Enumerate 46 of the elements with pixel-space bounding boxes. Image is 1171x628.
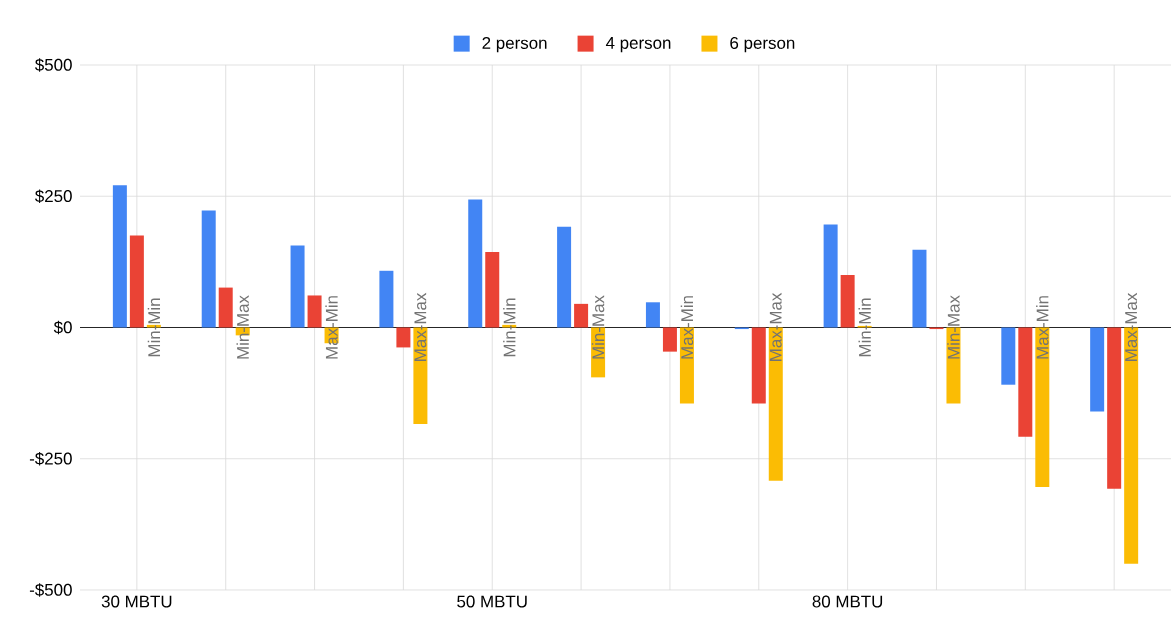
data-label: Min-Max <box>236 295 249 359</box>
bar <box>1001 327 1016 385</box>
y-tick-label: $0 <box>53 320 72 335</box>
data-label: Max-Min <box>325 296 338 359</box>
data-label: Max-Max <box>414 292 427 361</box>
legend-label: 4 person <box>605 37 671 53</box>
bar <box>1090 327 1105 412</box>
bar <box>218 287 233 328</box>
bar <box>840 274 855 328</box>
data-label: Max-Min <box>680 296 694 359</box>
bar <box>112 185 127 328</box>
legend-label: 2 person <box>482 36 547 53</box>
bar <box>1018 327 1033 437</box>
bar <box>1107 327 1122 489</box>
bar <box>645 302 660 328</box>
y-tick-label: -$250 <box>29 451 72 466</box>
data-label: Min-Max <box>947 295 960 359</box>
bar <box>396 327 411 348</box>
legend-label: 6 person <box>730 36 795 53</box>
data-label: Min-Max <box>591 295 605 359</box>
bar <box>823 224 838 328</box>
x-tick-label: 30 MBTU <box>101 595 172 608</box>
data-label: Max-Max <box>1125 292 1138 361</box>
data-label: Max-Min <box>1036 296 1049 359</box>
y-tick-label: $250 <box>35 189 72 204</box>
data-label: Min-Min <box>147 298 161 357</box>
bar <box>379 270 394 328</box>
y-tick-label: -$500 <box>29 583 72 597</box>
bar <box>307 295 322 328</box>
data-label: Min-Min <box>858 298 871 357</box>
data-label: Min-Min <box>503 298 516 357</box>
y-tick-label: $500 <box>35 58 72 72</box>
bar <box>751 327 766 404</box>
bar <box>468 199 483 328</box>
bar <box>290 245 305 328</box>
bar <box>235 327 250 336</box>
bar <box>912 249 927 328</box>
bar <box>201 210 216 328</box>
bar <box>485 251 500 328</box>
x-tick-label: 50 MBTU <box>457 595 527 608</box>
bar <box>129 235 144 328</box>
data-label: Max-Max <box>769 292 782 361</box>
bar <box>574 303 589 328</box>
x-tick-label: 80 MBTU <box>812 595 883 608</box>
bar <box>557 226 572 328</box>
bar <box>662 327 677 352</box>
